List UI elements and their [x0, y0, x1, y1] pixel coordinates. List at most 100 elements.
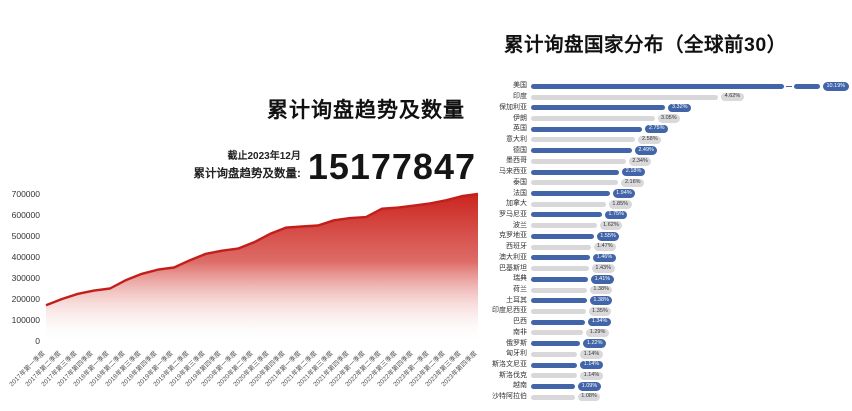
bar-row: 澳大利亚 1.46%: [488, 253, 852, 264]
bar-row: 匈牙利 1.14%: [488, 349, 852, 360]
country-label: 马来西亚: [499, 168, 527, 176]
bar-row: 沙特阿拉伯 1.08%: [488, 392, 852, 403]
x-tick-label: 2018年第二季度: [88, 350, 127, 389]
value-badge: 2.16%: [621, 178, 645, 188]
y-tick-label: 0: [35, 336, 40, 346]
bar: [531, 94, 719, 100]
asof-label: 截止2023年12月: [227, 151, 301, 162]
x-tick-label: 2018年第三季度: [104, 350, 143, 389]
bar: [531, 223, 597, 229]
bar: [531, 191, 610, 197]
bar: [531, 137, 636, 143]
bar-rows: 美国 10.19% 印度 4.62% 保加利亚 3.32% 伊朗 3.05% 英国 2.75% 意大…: [488, 81, 852, 403]
value-badge: 1.14%: [580, 371, 603, 381]
bar: [531, 298, 587, 304]
bar: [531, 319, 586, 325]
x-tick-label: 2022年第四季度: [376, 350, 415, 389]
area-fill: [46, 194, 478, 341]
value-badge: 1.46%: [593, 253, 616, 263]
x-tick-label: 2017年第二季度: [24, 350, 63, 389]
bar: [531, 233, 594, 239]
bar-row: 荷兰 1.38%: [488, 285, 852, 296]
value-badge: 1.47%: [593, 242, 617, 252]
value-badge: 1.35%: [588, 307, 612, 316]
x-tick-label: 2017年第三季度: [40, 350, 79, 389]
bar-row: 俄罗斯 1.22%: [488, 338, 852, 349]
country-bar-chart-section: 累计询盘国家分布（全球前30） 美国 10.19% 印度 4.62% 保加利亚 3.32%…: [488, 0, 852, 411]
country-label: 巴西: [513, 318, 527, 326]
value-badge: 1.62%: [599, 221, 623, 230]
bar-row: 克罗地亚 1.55%: [488, 231, 852, 242]
bar: [531, 158, 626, 164]
value-badge: 2.49%: [634, 146, 658, 155]
trend-chart-title: 累计询盘趋势及数量: [267, 99, 465, 122]
x-tick-label: 2023年第二季度: [408, 350, 447, 389]
bar: [531, 287, 587, 293]
country-label: 巴基斯坦: [499, 264, 527, 272]
country-label: 斯洛伐克: [499, 371, 527, 379]
bar-row: 南非 1.29%: [488, 328, 852, 339]
bar-row: 西班牙 1.47%: [488, 242, 852, 253]
bar: [531, 169, 620, 175]
value-badge: 2.18%: [622, 167, 645, 177]
value-badge: 1.41%: [591, 275, 614, 284]
x-tick-label: 2020年第三季度: [232, 350, 271, 389]
country-label: 南非: [513, 328, 527, 336]
country-label: 英国: [513, 125, 527, 133]
area-series: [42, 186, 482, 351]
country-label: 美国: [513, 82, 527, 90]
x-tick-label: 2022年第一季度: [328, 350, 367, 389]
bar: [531, 276, 589, 282]
x-tick-label: 2020年第四季度: [248, 350, 287, 389]
x-tick-label: 2019年第三季度: [168, 350, 207, 389]
x-tick-label: 2023年第三季度: [424, 350, 463, 389]
bar-row: 马来西亚 2.18%: [488, 167, 852, 178]
x-tick-label: 2022年第三季度: [360, 350, 399, 389]
country-label: 伊朗: [513, 114, 527, 122]
bar-row: 泰国 2.16%: [488, 177, 852, 188]
country-label: 俄罗斯: [506, 339, 527, 347]
bar-row: 印度 4.62%: [488, 92, 852, 103]
bar-row: 巴基斯坦 1.43%: [488, 263, 852, 274]
value-badge: 3.05%: [657, 114, 681, 123]
x-tick-label: 2021年第三季度: [296, 350, 335, 389]
country-label: 印度尼西亚: [492, 307, 527, 315]
bar-row: 巴西 1.34%: [488, 317, 852, 328]
country-label: 斯洛文尼亚: [492, 361, 527, 369]
bar: [531, 394, 575, 400]
country-label: 波兰: [513, 221, 527, 229]
x-tick-label: 2023年第四季度: [440, 350, 479, 389]
value-badge: 1.38%: [589, 285, 613, 295]
bar: [531, 105, 666, 111]
bar-row: 意大利 2.58%: [488, 135, 852, 146]
area-top-line: [45, 192, 479, 307]
value-badge: 1.55%: [596, 232, 620, 241]
bar-row: 罗马尼亚 1.75%: [488, 210, 852, 221]
x-tick-label: 2019年第四季度: [184, 350, 223, 389]
y-tick-label: 400000: [11, 252, 40, 262]
bar-row: 美国 10.19%: [488, 81, 852, 92]
country-chart-title: 累计询盘国家分布（全球前30）: [504, 34, 787, 56]
x-tick-label: 2021年第二季度: [280, 350, 319, 389]
bar: [531, 383, 576, 389]
value-badge: 2.34%: [628, 157, 652, 166]
total-value: 15177847: [307, 145, 476, 187]
value-badge: 1.08%: [577, 392, 601, 402]
x-tick-label: 2018年第四季度: [120, 350, 159, 389]
country-label: 澳大利亚: [499, 253, 527, 261]
country-label: 法国: [513, 189, 527, 197]
bar: [531, 373, 578, 379]
country-label: 荷兰: [513, 286, 527, 294]
bar: [531, 362, 578, 368]
total-label: 累计询盘趋势及数量:: [193, 168, 301, 180]
value-badge: 1.85%: [608, 200, 632, 209]
country-label: 克罗地亚: [499, 232, 527, 240]
y-tick-label: 700000: [11, 189, 40, 199]
x-tick-label: 2017年第一季度: [8, 350, 47, 389]
bar: [531, 148, 632, 154]
bar-row: 英国 2.75%: [488, 124, 852, 135]
bar: [531, 83, 784, 89]
bar-row: 墨西哥 2.34%: [488, 156, 852, 167]
country-label: 匈牙利: [506, 350, 527, 358]
value-badge: 1.29%: [586, 328, 609, 338]
